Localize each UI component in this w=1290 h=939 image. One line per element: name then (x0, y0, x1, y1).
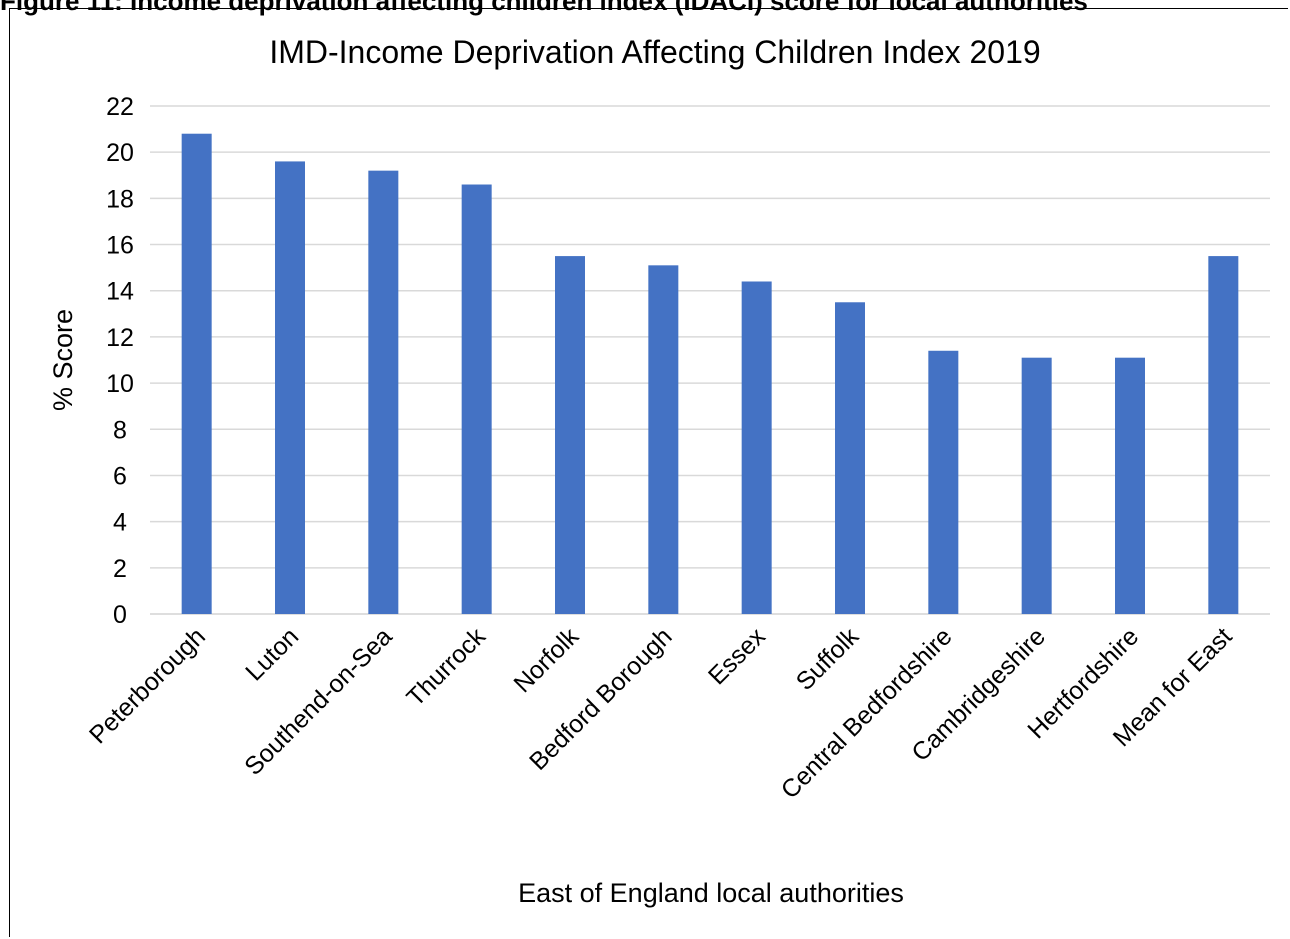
y-tick-label: 4 (113, 509, 127, 537)
chart-frame (9, 8, 1288, 937)
y-tick-label: 0 (113, 601, 127, 629)
y-tick-labels: 0 2 4 6 8 10 12 14 16 18 20 22 (106, 93, 134, 629)
y-tick-label: 18 (106, 185, 134, 213)
y-tick-label: 20 (106, 139, 134, 167)
y-tick-label: 2 (113, 555, 127, 583)
y-tick-label: 16 (106, 232, 134, 260)
y-tick-label: 10 (106, 370, 134, 398)
bar (1208, 256, 1239, 614)
x-axis-label: East of England local authorities (518, 878, 904, 908)
x-tick-label: Essex (703, 622, 771, 690)
bar (1021, 357, 1052, 614)
y-axis-label: % Score (48, 309, 78, 411)
bar (1115, 357, 1145, 614)
bar (368, 170, 399, 614)
chart-title: IMD-Income Deprivation Affecting Childre… (269, 34, 1040, 70)
gridlines (150, 105, 1270, 615)
x-tick-label: Norfolk (508, 622, 584, 698)
y-tick-label: 6 (113, 462, 127, 490)
bar (275, 161, 305, 614)
y-tick-label: 8 (113, 416, 127, 444)
x-tick-label: Suffolk (791, 622, 865, 696)
x-tick-label: Central Bedfordshire (776, 622, 958, 804)
bar (835, 302, 865, 614)
y-tick-label: 12 (106, 324, 134, 352)
bar (741, 281, 772, 614)
bar (555, 256, 585, 614)
x-tick-label: Peterborough (84, 622, 211, 749)
x-tick-label: Thurrock (401, 622, 491, 712)
bar (461, 184, 492, 614)
y-tick-label: 22 (106, 93, 134, 121)
bar (648, 265, 679, 614)
bar (928, 350, 959, 614)
bars (181, 133, 1239, 614)
y-tick-label: 14 (106, 278, 134, 306)
x-tick-label: Luton (240, 622, 304, 686)
bar (181, 133, 212, 614)
